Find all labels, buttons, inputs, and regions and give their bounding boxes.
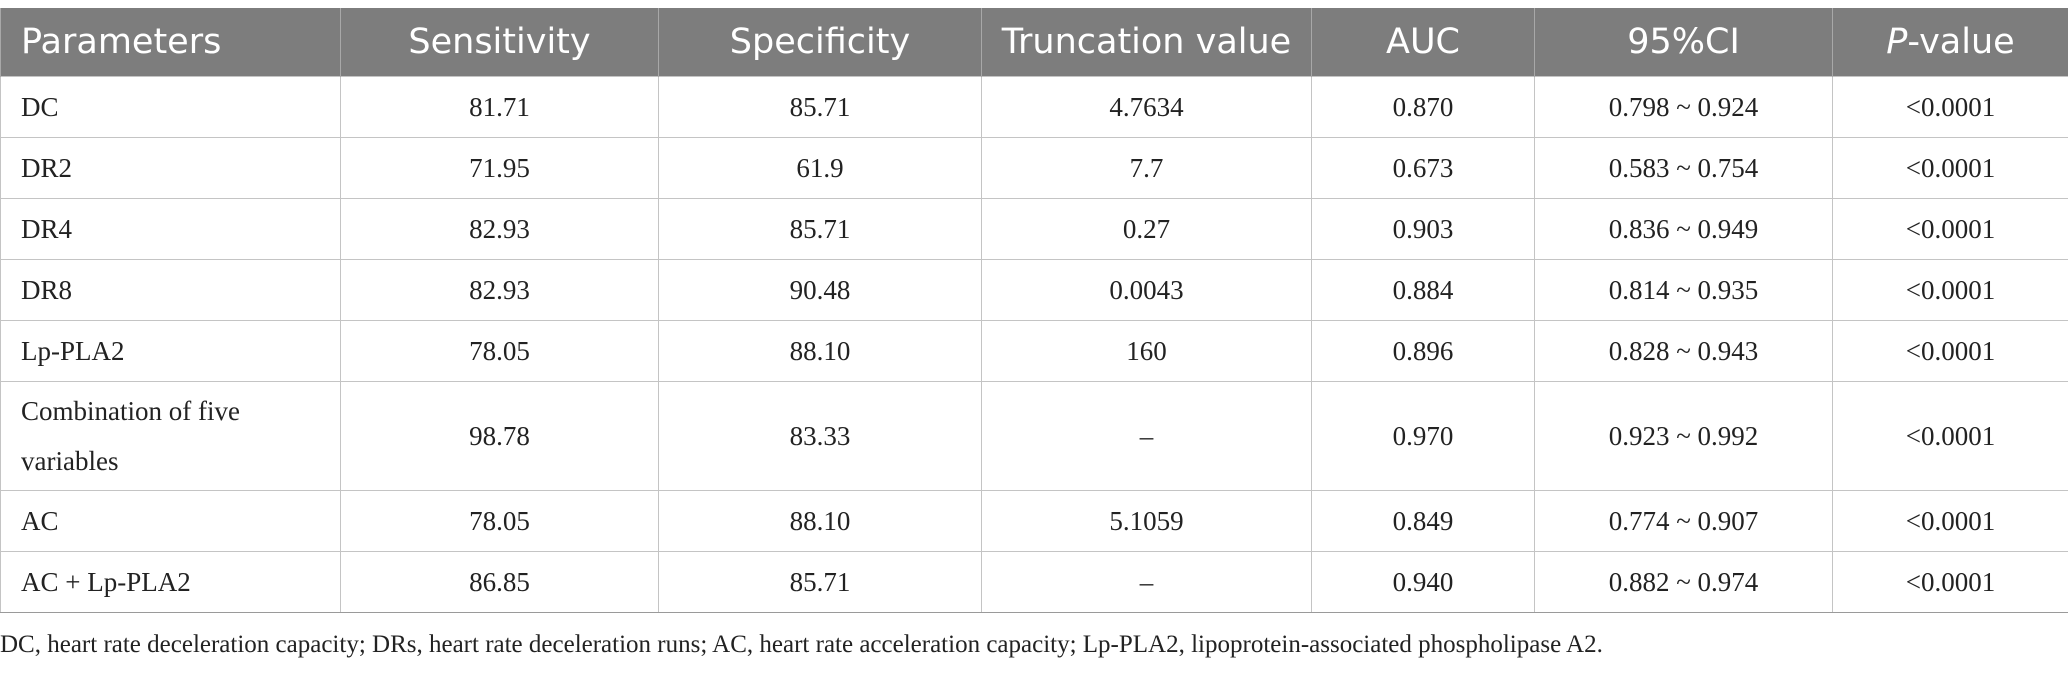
table-row: DC 81.71 85.71 4.7634 0.870 0.798 ~ 0.92… [0, 76, 2068, 138]
cell-95ci: 0.814 ~ 0.935 [1534, 259, 1833, 321]
cell-auc: 0.896 [1311, 320, 1535, 382]
cell-truncation-value: 4.7634 [981, 76, 1312, 138]
cell-specificity: 85.71 [658, 551, 982, 613]
cell-sensitivity: 82.93 [340, 198, 659, 260]
table-row: Combination of five variables 98.78 83.3… [0, 381, 2068, 491]
cell-sensitivity: 71.95 [340, 137, 659, 199]
cell-truncation-value: 0.0043 [981, 259, 1312, 321]
cell-p-value: <0.0001 [1832, 381, 2068, 491]
cell-parameter: AC + Lp-PLA2 [0, 551, 341, 613]
cell-truncation-value: – [981, 551, 1312, 613]
table-row: AC 78.05 88.10 5.1059 0.849 0.774 ~ 0.90… [0, 490, 2068, 552]
header-p-value: P-value [1832, 8, 2068, 77]
cell-sensitivity: 82.93 [340, 259, 659, 321]
cell-sensitivity: 98.78 [340, 381, 659, 491]
table-row: AC + Lp-PLA2 86.85 85.71 – 0.940 0.882 ~… [0, 551, 2068, 613]
cell-auc: 0.673 [1311, 137, 1535, 199]
cell-95ci: 0.774 ~ 0.907 [1534, 490, 1833, 552]
cell-auc: 0.884 [1311, 259, 1535, 321]
header-row: Parameters Sensitivity Specificity Trunc… [0, 8, 2068, 77]
cell-p-value: <0.0001 [1832, 320, 2068, 382]
cell-parameter: DR2 [0, 137, 341, 199]
table-footnote: DC, heart rate deceleration capacity; DR… [0, 631, 1603, 658]
cell-specificity: 83.33 [658, 381, 982, 491]
cell-parameter: DR8 [0, 259, 341, 321]
cell-parameter: Lp-PLA2 [0, 320, 341, 382]
cell-p-value: <0.0001 [1832, 259, 2068, 321]
cell-sensitivity: 78.05 [340, 320, 659, 382]
cell-auc: 0.970 [1311, 381, 1535, 491]
cell-parameter: DC [0, 76, 341, 138]
header-specificity: Specificity [658, 8, 982, 77]
cell-specificity: 61.9 [658, 137, 982, 199]
table-row: DR2 71.95 61.9 7.7 0.673 0.583 ~ 0.754 <… [0, 137, 2068, 199]
cell-95ci: 0.798 ~ 0.924 [1534, 76, 1833, 138]
cell-parameter: DR4 [0, 198, 341, 260]
header-auc: AUC [1311, 8, 1535, 77]
cell-specificity: 88.10 [658, 490, 982, 552]
cell-p-value: <0.0001 [1832, 76, 2068, 138]
results-table-container: Parameters Sensitivity Specificity Trunc… [0, 8, 2068, 613]
cell-p-value: <0.0001 [1832, 137, 2068, 199]
cell-auc: 0.870 [1311, 76, 1535, 138]
cell-sensitivity: 81.71 [340, 76, 659, 138]
cell-parameter: AC [0, 490, 341, 552]
cell-sensitivity: 86.85 [340, 551, 659, 613]
cell-truncation-value: 5.1059 [981, 490, 1312, 552]
results-table: Parameters Sensitivity Specificity Trunc… [0, 8, 2068, 613]
cell-95ci: 0.923 ~ 0.992 [1534, 381, 1833, 491]
cell-p-value: <0.0001 [1832, 551, 2068, 613]
header-parameters: Parameters [0, 8, 341, 77]
cell-95ci: 0.836 ~ 0.949 [1534, 198, 1833, 260]
cell-95ci: 0.828 ~ 0.943 [1534, 320, 1833, 382]
cell-auc: 0.940 [1311, 551, 1535, 613]
cell-parameter: Combination of five variables [0, 381, 341, 491]
table-row: DR4 82.93 85.71 0.27 0.903 0.836 ~ 0.949… [0, 198, 2068, 260]
cell-specificity: 90.48 [658, 259, 982, 321]
cell-95ci: 0.583 ~ 0.754 [1534, 137, 1833, 199]
cell-p-value: <0.0001 [1832, 490, 2068, 552]
cell-sensitivity: 78.05 [340, 490, 659, 552]
cell-specificity: 88.10 [658, 320, 982, 382]
table-row: DR8 82.93 90.48 0.0043 0.884 0.814 ~ 0.9… [0, 259, 2068, 321]
header-sensitivity: Sensitivity [340, 8, 659, 77]
header-truncation-value: Truncation value [981, 8, 1312, 77]
header-p-italic: P [1886, 22, 1908, 62]
header-95ci: 95%CI [1534, 8, 1833, 77]
cell-95ci: 0.882 ~ 0.974 [1534, 551, 1833, 613]
cell-truncation-value: – [981, 381, 1312, 491]
header-p-suffix: -value [1907, 22, 2015, 62]
cell-specificity: 85.71 [658, 76, 982, 138]
cell-auc: 0.903 [1311, 198, 1535, 260]
cell-p-value: <0.0001 [1832, 198, 2068, 260]
cell-truncation-value: 7.7 [981, 137, 1312, 199]
cell-truncation-value: 160 [981, 320, 1312, 382]
cell-specificity: 85.71 [658, 198, 982, 260]
table-row: Lp-PLA2 78.05 88.10 160 0.896 0.828 ~ 0.… [0, 320, 2068, 382]
cell-auc: 0.849 [1311, 490, 1535, 552]
cell-truncation-value: 0.27 [981, 198, 1312, 260]
